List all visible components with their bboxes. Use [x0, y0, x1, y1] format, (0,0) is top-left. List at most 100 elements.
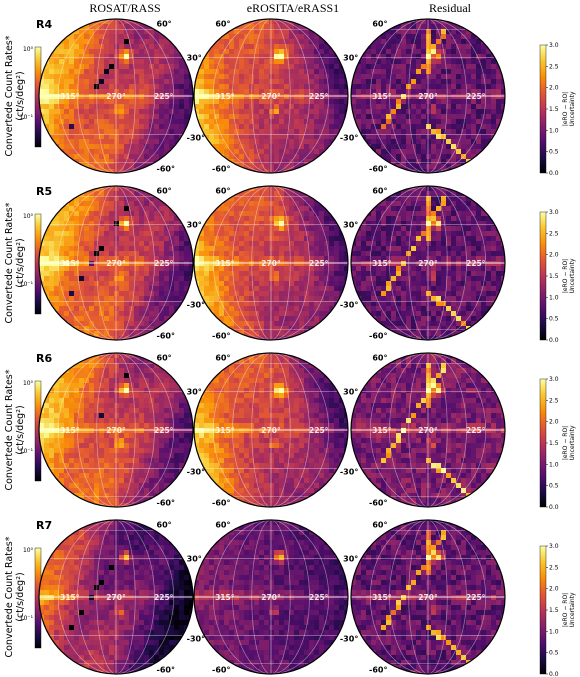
latitude-label: -30°: [187, 468, 205, 477]
residual-colorbar-tick: 0.5: [549, 483, 559, 490]
latitude-label: -30°: [340, 635, 358, 644]
latitude-label: -30°: [187, 134, 205, 143]
residual-colorbar-tick: 3.0: [549, 543, 559, 550]
axis-label-line2: (ct/s/deg²): [15, 405, 26, 454]
longitude-label: 315°: [215, 92, 235, 101]
colorbar-tick-bottom: 10⁻¹: [20, 114, 34, 121]
colorbar-tick-bottom: 10⁻¹: [20, 448, 34, 455]
residual-colorbar-tick: 1.0: [549, 294, 559, 301]
residual-colorbar-tick: 2.0: [549, 586, 559, 593]
latitude-label: 30°: [187, 221, 202, 230]
row-label: R6: [36, 352, 52, 365]
sky-map-residual: 315° 270° 225° 60° 30° -30° -60°: [340, 352, 506, 508]
latitude-label: -60°: [212, 666, 230, 675]
axis-label-line1: Convertede Count Rates*: [4, 202, 15, 323]
longitude-label: 270°: [106, 259, 126, 268]
latitude-label: 30°: [343, 221, 358, 230]
longitude-label: 270°: [261, 259, 281, 268]
residual-colorbar-tick: 2.5: [549, 230, 559, 237]
sky-map-border: [193, 352, 349, 508]
residual-colorbar-tick: 2.5: [549, 63, 559, 70]
longitude-label: 225°: [466, 593, 486, 602]
latitude-label: -60°: [212, 165, 230, 174]
residual-colorbar-label: |eRO − RO| Uncertainty: [562, 91, 576, 127]
latitude-label: -60°: [212, 499, 230, 508]
column-title-1: ROSAT/RASS: [89, 1, 160, 15]
latitude-label: 60°: [372, 353, 387, 362]
longitude-label: 315°: [372, 593, 392, 602]
latitude-label: -60°: [157, 332, 175, 341]
sky-map-border: [350, 352, 506, 508]
column-title-3: Residual: [429, 1, 472, 15]
axis-label-line2: (ct/s/deg²): [15, 238, 26, 287]
sky-map-residual: 315° 270° 225° 60° 30° -30° -60°: [340, 18, 506, 174]
residual-colorbar-tick: 0.5: [549, 650, 559, 657]
residual-colorbar-tick: 0.5: [549, 149, 559, 156]
sky-map-residual: 315° 270° 225° 60° 30° -30° -60°: [340, 519, 506, 675]
residual-colorbar-tick: 1.5: [549, 273, 559, 280]
longitude-label: 270°: [418, 593, 438, 602]
residual-colorbar-tick: 0.5: [549, 316, 559, 323]
residual-colorbar-tick: 3.0: [549, 209, 559, 216]
residual-colorbar-tick: 1.0: [549, 127, 559, 134]
row-label: R5: [36, 185, 52, 198]
axis-label-line2: (ct/s/deg²): [15, 71, 26, 120]
colorbar-tick-bottom: 10⁻¹: [20, 615, 34, 622]
sky-map-border: [193, 185, 349, 341]
sky-map-border: [350, 18, 506, 174]
longitude-label: 315°: [372, 426, 392, 435]
latitude-label: 60°: [157, 520, 172, 529]
longitude-label: 315°: [60, 426, 80, 435]
residual-colorbar-tick: 0.0: [549, 337, 559, 344]
latitude-label: 30°: [343, 555, 358, 564]
longitude-label: 315°: [60, 259, 80, 268]
column-titles: ROSAT/RASS eROSITA/eRASS1 Residual: [89, 1, 471, 15]
latitude-label: -30°: [187, 635, 205, 644]
sky-map-border: [350, 519, 506, 675]
longitude-label: 270°: [418, 259, 438, 268]
count-rate-axis-label: Convertede Count Rates* (ct/s/deg²): [4, 202, 26, 323]
latitude-label: 60°: [215, 19, 230, 28]
longitude-label: 225°: [309, 593, 329, 602]
latitude-label: 30°: [343, 388, 358, 397]
latitude-label: -60°: [369, 666, 387, 675]
sky-map-residual: 315° 270° 225° 60° 30° -30° -60°: [340, 185, 506, 341]
residual-colorbar: [539, 211, 547, 341]
residual-colorbar-tick: 3.0: [549, 376, 559, 383]
count-rate-axis-label: Convertede Count Rates* (ct/s/deg²): [4, 536, 26, 657]
sky-map-erosita: 315° 270° 225° 60° -60°: [193, 519, 349, 675]
residual-colorbar-tick: 2.0: [549, 85, 559, 92]
longitude-label: 225°: [154, 426, 174, 435]
axis-label-line1: Convertede Count Rates*: [4, 35, 15, 156]
longitude-label: 225°: [154, 593, 174, 602]
latitude-label: 60°: [157, 19, 172, 28]
longitude-label: 225°: [309, 426, 329, 435]
residual-colorbar-label: |eRO − RO| Uncertainty: [562, 258, 576, 294]
residual-label-line1: |eRO − RO|: [562, 92, 569, 126]
latitude-label: 30°: [187, 555, 202, 564]
sky-map-rosat: 315° 270° 225° 60° 30° -30° -60°: [38, 18, 205, 174]
colorbar-tick-top: 10⁰: [23, 213, 34, 220]
sky-map-erosita: 315° 270° 225° 60° -60°: [193, 352, 349, 508]
latitude-label: 60°: [157, 186, 172, 195]
residual-colorbar-label: |eRO − RO| Uncertainty: [562, 425, 576, 461]
colorbar-tick-bottom: 10⁻¹: [20, 281, 34, 288]
residual-colorbar-tick: 1.0: [549, 461, 559, 468]
count-rate-axis-label: Convertede Count Rates* (ct/s/deg²): [4, 35, 26, 156]
longitude-label: 225°: [154, 259, 174, 268]
latitude-label: -30°: [187, 301, 205, 310]
latitude-label: 60°: [157, 353, 172, 362]
latitude-label: 60°: [215, 186, 230, 195]
sky-map-border: [38, 519, 194, 675]
sky-map-border: [350, 185, 506, 341]
longitude-label: 225°: [466, 92, 486, 101]
sky-map-border: [193, 18, 349, 174]
residual-colorbar-tick: 2.5: [549, 564, 559, 571]
latitude-label: -30°: [340, 134, 358, 143]
latitude-label: -60°: [369, 165, 387, 174]
row-label: R4: [36, 18, 52, 31]
